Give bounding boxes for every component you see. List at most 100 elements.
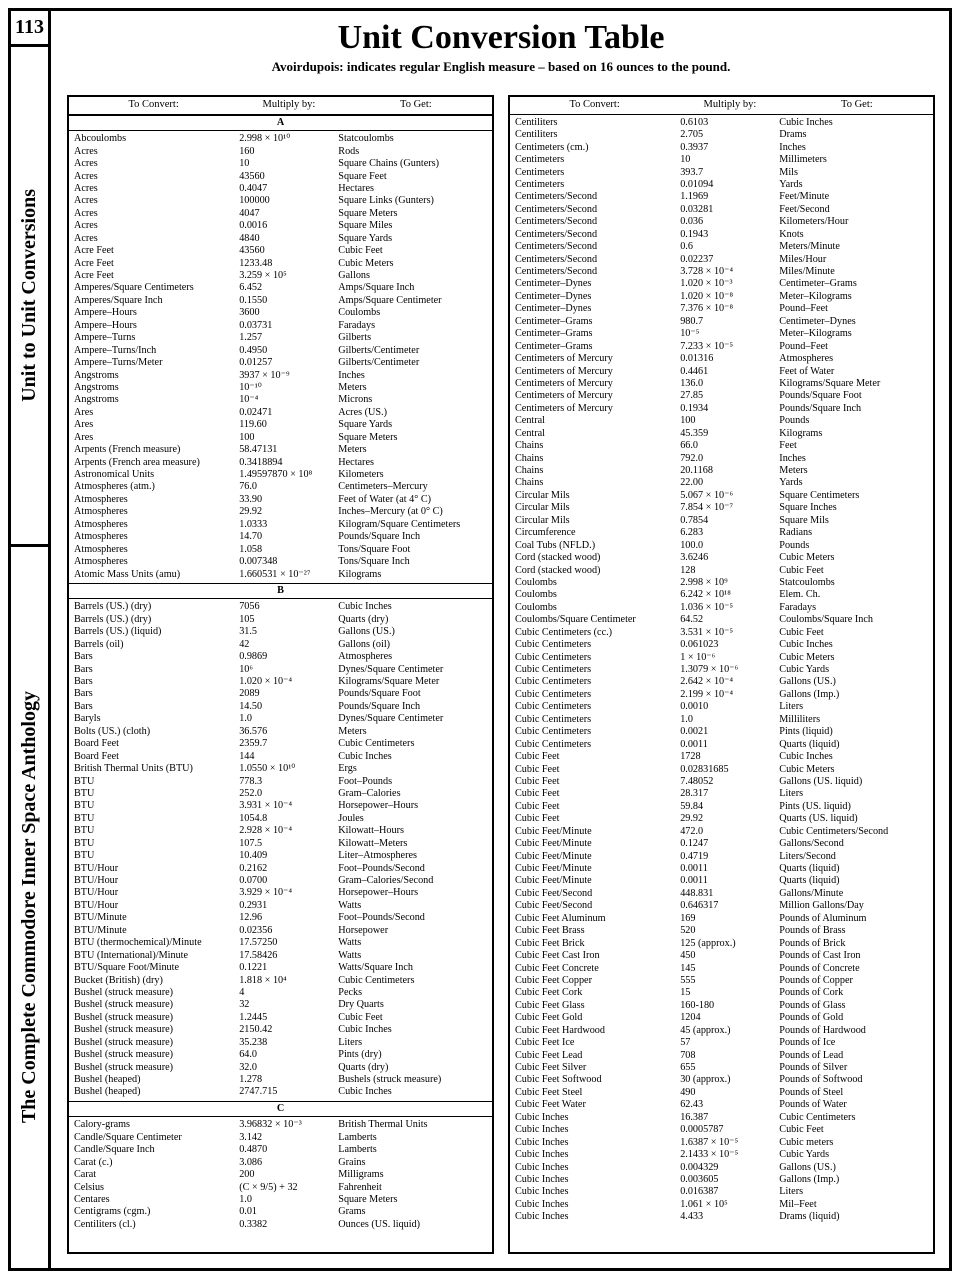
- cell: Cubic Centimeters: [515, 701, 680, 713]
- table-row: Centimeters393.7Mils: [515, 167, 928, 179]
- cell: 1.058: [239, 544, 338, 556]
- cell: Pints (US. liquid): [779, 801, 928, 813]
- table-row: Circular Mils5.067 × 10⁻⁶Square Centimet…: [515, 490, 928, 502]
- cell: Cubic Inches: [779, 751, 928, 763]
- cell: 27.85: [680, 390, 779, 402]
- cell: 32: [239, 999, 338, 1011]
- cell: Cubic Feet/Minute: [515, 875, 680, 887]
- cell: Cubic Centimeters: [515, 676, 680, 688]
- cell: Quarts (liquid): [779, 863, 928, 875]
- cell: Gallons (US.): [779, 676, 928, 688]
- cell: 17.57250: [239, 937, 338, 949]
- cell: Angstroms: [74, 370, 239, 382]
- cell: Cubic Yards: [779, 664, 928, 676]
- cell: Acre Feet: [74, 270, 239, 282]
- table-row: Cubic Feet59.84Pints (US. liquid): [515, 801, 928, 813]
- cell: 100000: [239, 195, 338, 207]
- cell: 136.0: [680, 378, 779, 390]
- cell: Feet/Second: [779, 204, 928, 216]
- cell: Pounds/Square Inch: [779, 403, 928, 415]
- table-row: Cubic Feet/Minute472.0Cubic Centimeters/…: [515, 826, 928, 838]
- cell: Watts: [338, 900, 487, 912]
- table-row: BTU (thermochemical)/Minute17.57250Watts: [74, 937, 487, 949]
- table-row: Cubic Feet/Minute0.4719Liters/Second: [515, 851, 928, 863]
- cell: 0.003605: [680, 1174, 779, 1186]
- table-row: Calory-grams3.96832 × 10⁻³British Therma…: [74, 1119, 487, 1131]
- cell: Cubic Feet/Minute: [515, 838, 680, 850]
- cell: 1.6387 × 10⁻⁵: [680, 1137, 779, 1149]
- cell: Cubic Yards: [779, 1149, 928, 1161]
- cell: 10⁻⁵: [680, 328, 779, 340]
- cell: Barrels (US.) (dry): [74, 601, 239, 613]
- table-row: Centigrams (cgm.)0.01Grams: [74, 1206, 487, 1218]
- table-row: Bolts (US.) (cloth)36.576Meters: [74, 726, 487, 738]
- cell: 7.233 × 10⁻⁵: [680, 341, 779, 353]
- table-row: BTU/Square Foot/Minute0.1221Watts/Square…: [74, 962, 487, 974]
- cell: 1.257: [239, 332, 338, 344]
- table-row: Astronomical Units1.49597870 × 10⁸Kilome…: [74, 469, 487, 481]
- table-row: Angstroms10⁻¹⁰Meters: [74, 382, 487, 394]
- cell: Coulombs/Square Centimeter: [515, 614, 680, 626]
- cell: Ampere–Hours: [74, 307, 239, 319]
- table-row: Bushel (struck measure)32Dry Quarts: [74, 999, 487, 1011]
- cell: BTU/Minute: [74, 925, 239, 937]
- table-row: Acres0.0016Square Miles: [74, 220, 487, 232]
- cell: Square Chains (Gunters): [338, 158, 487, 170]
- cell: 16.387: [680, 1112, 779, 1124]
- cell: 1 × 10⁻⁶: [680, 652, 779, 664]
- table-row: Cubic Inches16.387Cubic Centimeters: [515, 1112, 928, 1124]
- cell: Cubic Feet: [515, 813, 680, 825]
- cell: BTU: [74, 838, 239, 850]
- cell: Ampere–Turns/Meter: [74, 357, 239, 369]
- cell: Feet/Minute: [779, 191, 928, 203]
- table-row: Centimeters0.01094Yards: [515, 179, 928, 191]
- table-row: Circumference6.283Radians: [515, 527, 928, 539]
- cell: 100: [239, 432, 338, 444]
- cell: 0.0021: [680, 726, 779, 738]
- cell: 1204: [680, 1012, 779, 1024]
- cell: Centimeter–Grams: [779, 278, 928, 290]
- table-row: Coulombs2.998 × 10⁹Statcoulombs: [515, 577, 928, 589]
- cell: 144: [239, 751, 338, 763]
- cell: 1054.8: [239, 813, 338, 825]
- cell: Feet: [779, 440, 928, 452]
- table-row: Centimeters/Second0.036Kilometers/Hour: [515, 216, 928, 228]
- cell: Amps/Square Centimeter: [338, 295, 487, 307]
- table-row: Cubic Feet28.317Liters: [515, 788, 928, 800]
- cell: Pounds of Silver: [779, 1062, 928, 1074]
- cell: 6.242 × 10¹⁸: [680, 589, 779, 601]
- header-get: To Get:: [340, 97, 492, 114]
- cell: Tons/Square Inch: [338, 556, 487, 568]
- cell: Square Links (Gunters): [338, 195, 487, 207]
- cell: Acre Feet: [74, 258, 239, 270]
- table-row: Cubic Feet Hardwood45 (approx.)Pounds of…: [515, 1025, 928, 1037]
- table-row: Bushel (struck measure)4Pecks: [74, 987, 487, 999]
- cell: British Thermal Units: [338, 1119, 487, 1131]
- cell: Cubic Feet/Minute: [515, 851, 680, 863]
- cell: Centimeters: [515, 179, 680, 191]
- cell: Cubic Meters: [779, 764, 928, 776]
- table-row: Cubic Feet Brick125 (approx.)Pounds of B…: [515, 938, 928, 950]
- cell: Centimeters of Mercury: [515, 366, 680, 378]
- table-row: Carat (c.)3.086Grains: [74, 1157, 487, 1169]
- cell: Millimeters: [779, 154, 928, 166]
- cell: Coulombs: [515, 589, 680, 601]
- cell: 0.061023: [680, 639, 779, 651]
- page-subtitle: Avoirdupois: indicates regular English m…: [61, 59, 941, 75]
- table-row: Cubic Feet7.48052Gallons (US. liquid): [515, 776, 928, 788]
- table-row: Central45.359Kilograms: [515, 428, 928, 440]
- table-row: Cubic Feet/Minute0.0011Quarts (liquid): [515, 875, 928, 887]
- cell: Cubic Centimeters: [515, 739, 680, 751]
- table-row: Cubic Inches1.061 × 10⁵Mil–Feet: [515, 1199, 928, 1211]
- cell: 33.90: [239, 494, 338, 506]
- cell: Acre Feet: [74, 245, 239, 257]
- section-header: C: [69, 1101, 492, 1117]
- cell: Pound–Feet: [779, 303, 928, 315]
- table-row: Cubic Feet Steel490Pounds of Steel: [515, 1087, 928, 1099]
- cell: 1.49597870 × 10⁸: [239, 469, 338, 481]
- table-row: Atomic Mass Units (amu)1.660531 × 10⁻²⁷K…: [74, 569, 487, 581]
- cell: Centimeter–Grams: [515, 316, 680, 328]
- cell: Pounds/Square Foot: [779, 390, 928, 402]
- cell: 15: [680, 987, 779, 999]
- cell: Cubic Feet/Second: [515, 888, 680, 900]
